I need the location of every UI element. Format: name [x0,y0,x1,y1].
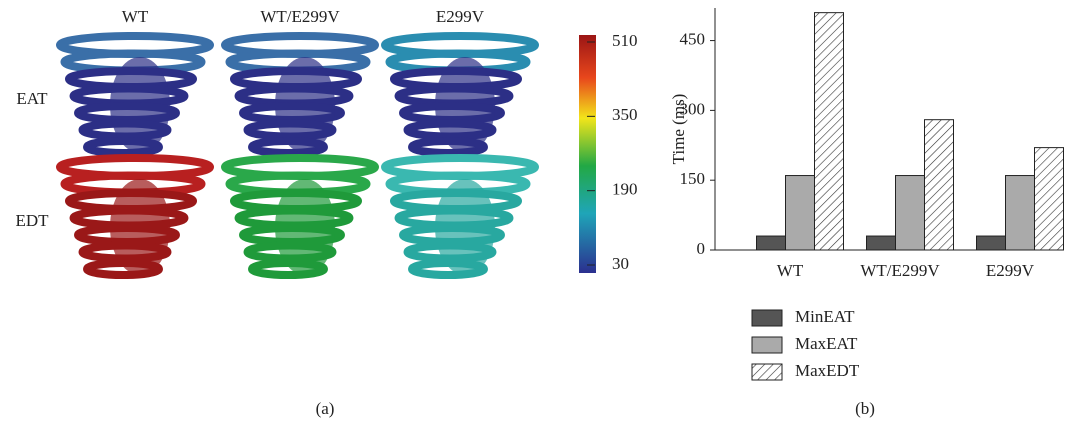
y-axis-label: Time (ms) [669,94,688,165]
heart-core [435,179,495,275]
colorbar-tick-label: 350 [612,105,638,124]
bar [785,175,815,251]
heart-core [275,179,335,275]
bar [895,175,925,251]
x-tick-label: WT [777,261,804,280]
column-label: WT [122,7,149,26]
bar [1005,175,1035,251]
legend-swatch [751,336,783,354]
bar [924,119,954,251]
colorbar [579,35,596,273]
legend-swatch [751,309,783,327]
heart-core [110,179,170,275]
caption: (a) [316,399,335,418]
row-label: EAT [16,89,48,108]
column-label: E299V [436,7,485,26]
caption: (b) [855,399,875,418]
y-tick-label: 0 [697,239,706,258]
y-tick-label: 150 [680,169,706,188]
heart-core [110,57,170,153]
row-label: EDT [15,211,49,230]
bar [866,235,896,251]
heart-core [275,57,335,153]
bar [756,235,786,251]
colorbar-tick-label: 510 [612,31,638,50]
bar [1034,147,1064,251]
column-label: WT/E299V [260,7,340,26]
legend-label: MinEAT [795,307,855,326]
colorbar-tick-label: 190 [612,180,638,199]
x-tick-label: WT/E299V [860,261,940,280]
bar [976,235,1006,251]
y-tick-label: 450 [680,29,706,48]
heart-core [435,57,495,153]
legend-label: MaxEDT [795,361,860,380]
x-tick-label: E299V [986,261,1035,280]
colorbar-tick-label: 30 [612,254,629,273]
legend-label: MaxEAT [795,334,858,353]
bar [814,12,844,251]
legend-swatch [751,363,783,381]
y-tick-label: 300 [680,99,706,118]
